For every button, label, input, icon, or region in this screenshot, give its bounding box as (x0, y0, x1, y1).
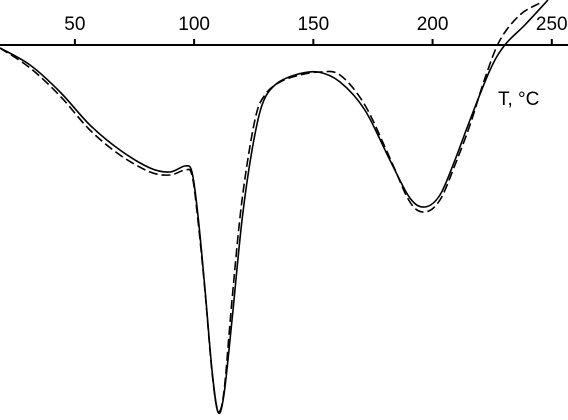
x-tick-label: 200 (417, 14, 449, 35)
x-axis-label: T, °C (498, 89, 539, 110)
x-tick-label: 50 (64, 14, 85, 35)
data-line (0, 0, 549, 415)
x-tick-label: 150 (297, 14, 329, 35)
data-line (0, 2, 541, 412)
x-tick-label: 100 (178, 14, 210, 35)
x-tick-label: 250 (536, 14, 568, 35)
